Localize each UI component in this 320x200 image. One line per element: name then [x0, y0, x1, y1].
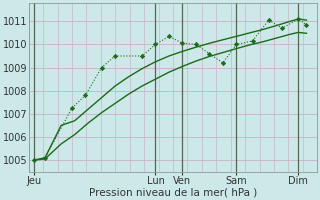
X-axis label: Pression niveau de la mer( hPa ): Pression niveau de la mer( hPa ) — [89, 187, 257, 197]
